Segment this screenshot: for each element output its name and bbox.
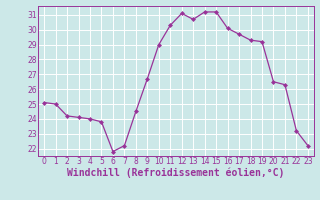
X-axis label: Windchill (Refroidissement éolien,°C): Windchill (Refroidissement éolien,°C) [67, 168, 285, 178]
